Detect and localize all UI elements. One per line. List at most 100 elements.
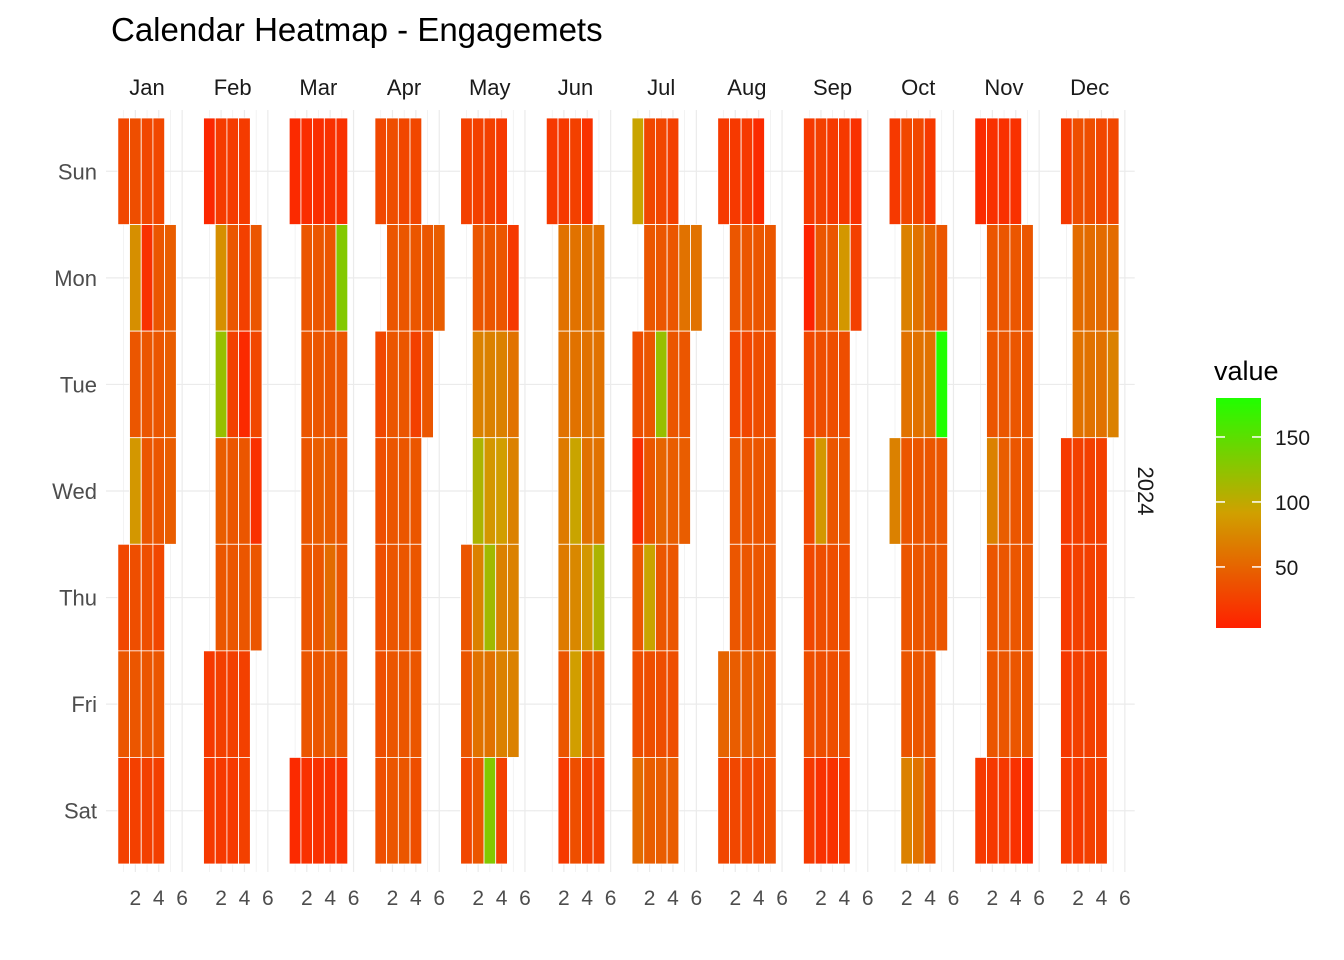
heat-cell [1009,437,1023,545]
heat-cell [569,224,582,332]
heat-cell [803,543,816,652]
heat-cell [997,543,1011,652]
x-tick-label: 4 [581,887,593,910]
heat-cell [752,437,765,545]
heat-cell [335,330,349,439]
heat-cell [581,330,594,439]
heat-cell [655,117,668,225]
heat-cell [838,650,851,758]
heat-cell [986,437,999,545]
heat-cell [300,224,314,332]
heat-cell [152,224,166,332]
heat-cell [312,543,325,652]
heat-cell [655,330,668,439]
heat-cell [471,543,485,652]
heat-cell [1009,117,1023,225]
heat-cell [764,757,777,865]
month-strip-jul: Jul [647,75,675,100]
heat-cell [643,437,656,545]
heat-cell [238,117,251,225]
x-tick-label: 4 [839,887,851,910]
heat-cell [814,224,828,332]
heat-cell [471,757,485,865]
heat-cell [323,543,337,652]
heat-cell [495,543,508,652]
heat-cell [374,117,388,225]
heat-cell [214,224,228,332]
day-label-mon: Mon [54,266,97,291]
heat-cell [935,224,949,332]
heat-cell [1021,650,1034,758]
heat-cell [678,437,691,545]
heat-cell [288,757,302,865]
heat-cell [335,650,349,758]
month-strip-sep: Sep [813,75,852,100]
legend-title: value [1214,356,1279,386]
heat-cell [117,543,130,652]
heat-cell [997,437,1011,545]
heat-cell [238,543,251,652]
heat-cell [335,757,349,865]
heat-cell [1021,757,1034,865]
heat-cell [974,757,987,865]
heat-cell [1095,224,1108,332]
heat-cell [643,117,656,225]
heat-cell [986,650,999,758]
heat-cell [300,543,314,652]
heat-cell [803,650,816,758]
x-tick-label: 6 [1033,887,1045,910]
heat-cell [129,757,142,865]
heat-cell [386,117,399,225]
heat-cell [752,117,765,225]
x-tick-label: 6 [348,887,360,910]
heat-cell [152,650,166,758]
x-tick-label: 2 [644,887,656,910]
heat-cell [729,650,742,758]
heat-cell [838,757,851,865]
heat-cell [300,330,314,439]
heat-cell [900,330,913,439]
heat-cell [923,330,937,439]
x-tick-label: 6 [433,887,445,910]
heat-cell [923,224,937,332]
heat-cell [900,117,913,225]
x-tick-label: 2 [1072,887,1084,910]
heat-cell [923,437,937,545]
heat-cell [666,650,680,758]
heat-cell [1071,543,1085,652]
heat-cell [129,543,142,652]
heat-cell [557,224,571,332]
heat-cell [323,224,337,332]
heat-cell [631,757,645,865]
heat-cell [849,224,863,332]
heat-cell [1106,224,1120,332]
heat-cell [557,330,571,439]
heat-cell [655,437,668,545]
heat-cell [335,117,349,225]
heat-cell [129,117,142,225]
heat-cell [631,543,645,652]
heat-cell [226,757,240,865]
heat-cell [140,330,154,439]
heat-cell [935,543,949,652]
heat-cell [631,650,645,758]
heat-cell [986,757,999,865]
heat-cell [140,650,154,758]
heat-cell [214,330,228,439]
heat-cell [1071,757,1085,865]
heat-cell [729,330,742,439]
heat-cell [495,224,508,332]
heat-cell [764,437,777,545]
heat-cell [226,543,240,652]
heat-cell [323,330,337,439]
heat-cell [374,757,388,865]
heat-cell [912,650,925,758]
heat-cell [1071,437,1085,545]
heat-cell [643,650,656,758]
heat-cell [888,117,902,225]
heat-cell [557,117,571,225]
